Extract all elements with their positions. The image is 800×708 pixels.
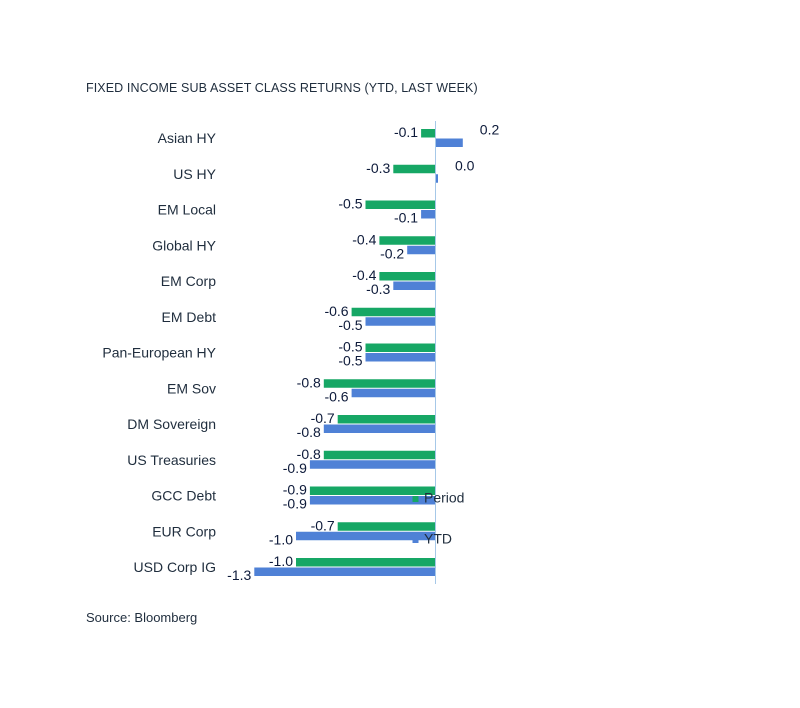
ytd-value-label-em-corp: -0.3 [366, 281, 390, 297]
period-value-label-gcc-debt: -0.9 [283, 482, 307, 498]
ytd-value-label-em-local: -0.1 [394, 210, 418, 226]
category-label-em-sov: EM Sov [167, 380, 216, 396]
category-label-us-hy: US HY [173, 166, 216, 182]
period-value-label-em-corp: -0.4 [352, 267, 376, 283]
category-label-em-local: EM Local [158, 202, 216, 218]
ytd-bar-em-sov [351, 388, 435, 398]
period-value-label-asian-hy: -0.1 [394, 124, 418, 140]
period-value-label-dm-sovereign: -0.7 [311, 410, 335, 426]
period-bar-em-sov [323, 379, 435, 388]
ytd-value-label-us-treasuries: -0.9 [283, 460, 307, 476]
category-label-global-hy: Global HY [152, 237, 216, 253]
legend-label-period: Period [424, 490, 464, 506]
ytd-value-label-eur-corp: -1.0 [269, 531, 293, 547]
period-bar-em-local [365, 200, 435, 209]
category-label-eur-corp: EUR Corp [152, 523, 216, 539]
legend-swatch-period [412, 496, 419, 502]
ytd-value-label-us-hy: 0.0 [455, 157, 475, 173]
ytd-bar-usd-corp-ig [254, 567, 435, 576]
period-bar-usd-corp-ig [296, 558, 435, 567]
ytd-value-label-gcc-debt: -0.9 [283, 496, 307, 512]
period-value-label-eur-corp: -0.7 [311, 517, 335, 533]
ytd-value-label-global-hy: -0.2 [380, 245, 404, 261]
period-value-label-global-hy: -0.4 [352, 231, 376, 247]
category-label-us-treasuries: US Treasuries [127, 452, 216, 468]
ytd-value-label-dm-sovereign: -0.8 [297, 424, 321, 440]
ytd-value-label-em-debt: -0.5 [338, 317, 362, 333]
ytd-bar-asian-hy [435, 138, 463, 147]
ytd-bar-em-debt [365, 317, 435, 326]
category-label-asian-hy: Asian HY [158, 130, 217, 146]
legend-label-ytd: YTD [424, 531, 452, 547]
chart-title: FIXED INCOME SUB ASSET CLASS RETURNS (YT… [86, 81, 478, 95]
period-bar-eur-corp [337, 522, 435, 531]
period-value-label-us-treasuries: -0.8 [297, 446, 321, 462]
ytd-value-label-usd-corp-ig: -1.3 [227, 567, 251, 583]
period-value-label-pan-european-hy: -0.5 [338, 339, 362, 355]
period-bar-pan-european-hy [365, 343, 435, 352]
category-label-pan-european-hy: Pan-European HY [102, 345, 216, 361]
period-value-label-em-sov: -0.8 [297, 374, 321, 390]
period-value-label-usd-corp-ig: -1.0 [269, 553, 293, 569]
period-bar-global-hy [379, 236, 435, 245]
period-bar-dm-sovereign [337, 415, 435, 424]
category-label-em-debt: EM Debt [162, 309, 217, 325]
period-bar-us-treasuries [323, 450, 435, 460]
ytd-value-label-pan-european-hy: -0.5 [338, 353, 362, 369]
category-label-em-corp: EM Corp [161, 273, 216, 289]
period-value-label-us-hy: -0.3 [366, 160, 390, 176]
period-bar-em-corp [379, 272, 435, 281]
ytd-bar-em-local [421, 210, 435, 219]
period-bar-em-debt [351, 307, 435, 317]
ytd-bar-em-corp [393, 281, 435, 290]
ytd-bar-pan-european-hy [365, 353, 435, 362]
period-bar-asian-hy [421, 129, 435, 138]
ytd-bar-global-hy [407, 245, 435, 255]
period-bar-us-hy [393, 164, 435, 174]
ytd-bar-us-treasuries [309, 460, 435, 469]
period-bar-gcc-debt [309, 486, 435, 495]
ytd-bar-eur-corp [296, 531, 435, 541]
period-value-label-em-local: -0.5 [338, 196, 362, 212]
ytd-bar-gcc-debt [309, 496, 435, 505]
period-value-label-em-debt: -0.6 [324, 303, 348, 319]
legend-swatch-ytd [412, 537, 419, 543]
category-label-dm-sovereign: DM Sovereign [127, 416, 216, 432]
ytd-bar-us-hy [435, 174, 438, 183]
ytd-value-label-em-sov: -0.6 [324, 388, 348, 404]
ytd-value-label-asian-hy: 0.2 [480, 122, 500, 138]
category-label-usd-corp-ig: USD Corp IG [134, 559, 216, 575]
source-note: Source: Bloomberg [86, 610, 198, 625]
category-label-gcc-debt: GCC Debt [151, 488, 216, 504]
ytd-bar-dm-sovereign [323, 424, 435, 433]
